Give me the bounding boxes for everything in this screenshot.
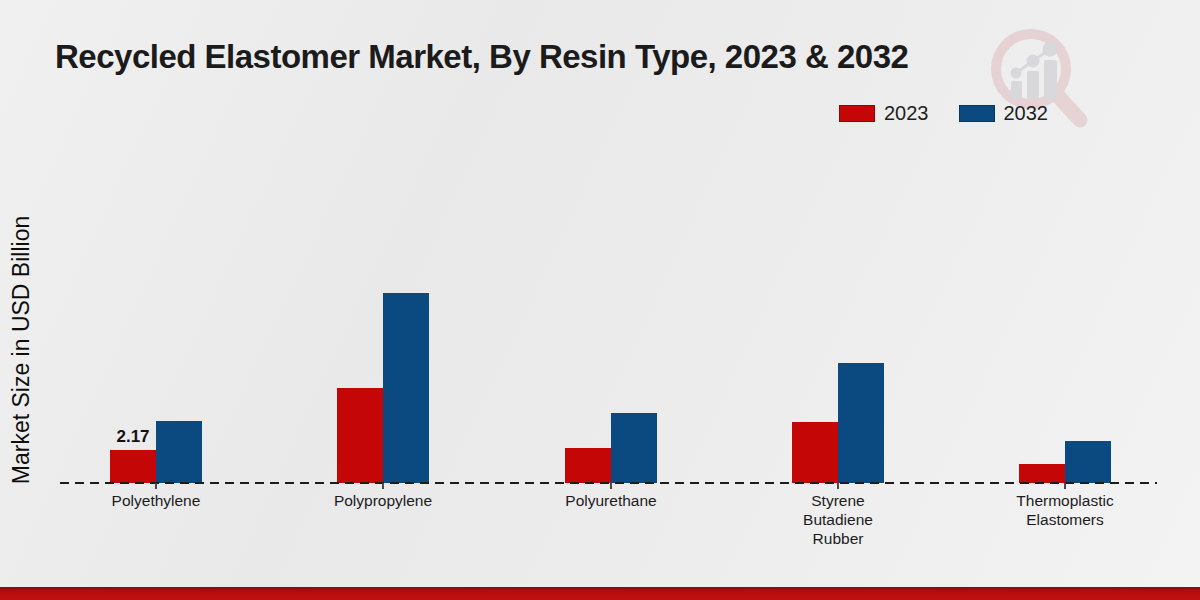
category-label-polyurethane: Polyurethane: [556, 492, 666, 511]
category-label-polypropylene: Polypropylene: [328, 492, 438, 511]
x-axis-baseline: [60, 482, 1157, 484]
category-label-thermoplastic-elastomers: Thermoplastic Elastomers: [1010, 492, 1120, 530]
bar-2023-styrene-butadiene-rubber: [792, 422, 838, 483]
bar-value-label: 2.17: [110, 427, 156, 447]
x-axis-tick-thermoplastic-elastomers: [1064, 483, 1066, 489]
bar-2023-polyurethane: [565, 448, 611, 483]
x-axis-tick-polyethylene: [155, 483, 157, 489]
category-label-polyethylene: Polyethylene: [101, 492, 211, 511]
bar-2023-polyethylene: [110, 450, 156, 483]
footer-red-band: [0, 587, 1200, 600]
bar-2032-polyethylene: [156, 421, 202, 483]
x-axis-tick-polypropylene: [382, 483, 384, 489]
category-label-styrene-butadiene-rubber: Styrene Butadiene Rubber: [783, 492, 893, 549]
bar-2023-polypropylene: [337, 388, 383, 483]
bar-2032-styrene-butadiene-rubber: [838, 363, 884, 483]
x-axis-tick-polyurethane: [610, 483, 612, 489]
bar-2032-polypropylene: [383, 293, 429, 483]
bar-2032-polyurethane: [611, 413, 657, 483]
chart-canvas: Recycled Elastomer Market, By Resin Type…: [0, 0, 1200, 600]
x-axis-tick-styrene-butadiene-rubber: [837, 483, 839, 489]
plot-area: Polyethylene Polypropylene Polyurethane Sty…: [0, 0, 1200, 600]
bar-2032-thermoplastic-elastomers: [1065, 441, 1111, 483]
bar-2023-thermoplastic-elastomers: [1019, 464, 1065, 483]
